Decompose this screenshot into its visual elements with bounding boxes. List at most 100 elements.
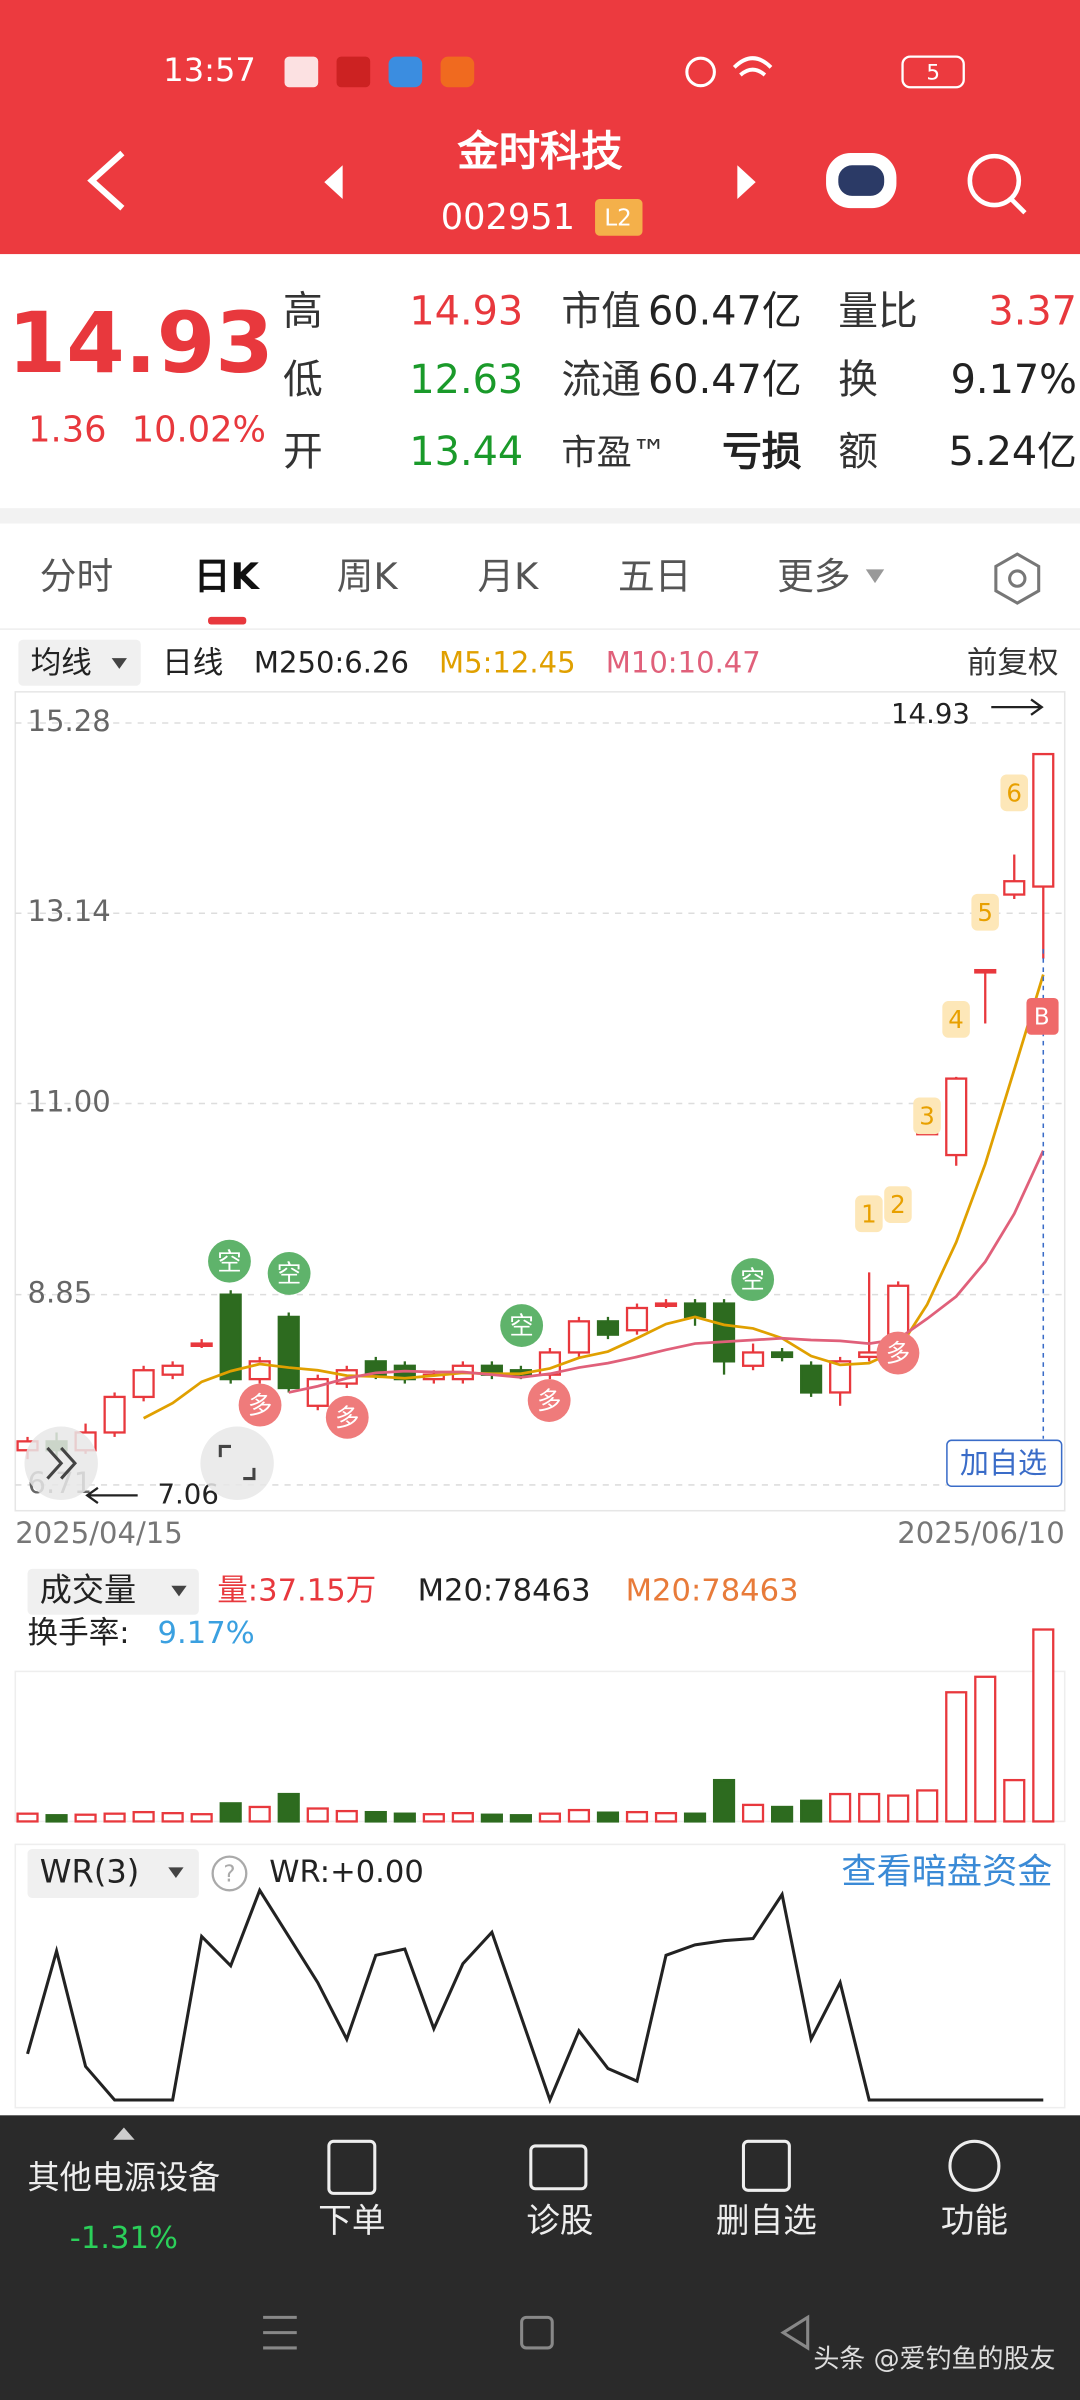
back-button[interactable] — [87, 150, 125, 211]
vol-menu[interactable]: 成交量 — [40, 1571, 136, 1609]
signal: 多 — [537, 1386, 561, 1415]
settings-icon[interactable] — [994, 552, 1041, 605]
settings-dot — [1008, 569, 1027, 588]
footer-button[interactable]: 删自选 — [716, 2201, 817, 2240]
func-icon — [948, 2139, 1001, 2192]
volume-bar — [393, 1812, 416, 1823]
help[interactable]: ? — [223, 1861, 235, 1887]
next-stock[interactable] — [737, 165, 756, 199]
add-watch-bg[interactable] — [946, 1439, 1063, 1487]
tabs: 分时 日K 周K 月K 五日 更多 — [40, 555, 851, 598]
signal-bg — [208, 1239, 251, 1283]
step-bg — [855, 1195, 883, 1233]
stats: 高 14.93 低 12.63 开 13.44 市值 60.47亿 流通 60.… — [283, 288, 1077, 475]
help-icon[interactable] — [211, 1855, 248, 1892]
signal: 多 — [248, 1391, 272, 1420]
wr-line — [26, 1886, 1044, 2105]
volume-bar — [974, 1675, 997, 1823]
volume-bar — [654, 1812, 678, 1823]
signal-bg — [500, 1304, 544, 1347]
tab[interactable]: 月K — [477, 555, 539, 598]
wr-value: WR:+0.00 — [269, 1855, 424, 1890]
volume-bar — [741, 1803, 765, 1823]
add-watch[interactable]: 加自选 — [960, 1446, 1047, 1480]
x-tick-label: 2025/06/10 — [897, 1516, 1064, 1550]
turnover: 9.17% — [158, 1616, 255, 1651]
stat-value: 9.17% — [951, 357, 1077, 403]
change-pct: 10.02% — [132, 410, 266, 451]
menu-arrow — [168, 1867, 184, 1879]
stat-label: 流通 — [561, 357, 641, 403]
nav-menu[interactable] — [263, 2315, 297, 2350]
y-tick-label: 15.28 — [28, 704, 111, 738]
vol-m20: M20:78463 — [418, 1573, 591, 1608]
step: 6 — [1006, 778, 1022, 807]
footer-button[interactable]: 功能 — [941, 2201, 1008, 2240]
wifi-icon — [732, 56, 773, 77]
prev-stock[interactable] — [324, 165, 343, 199]
turnover-label: 换手率: — [28, 1616, 130, 1651]
vol-menu-bg[interactable] — [27, 1568, 199, 1615]
tab[interactable]: 分时 — [40, 555, 113, 598]
candle-body — [858, 1351, 881, 1359]
search-handle — [1009, 197, 1027, 215]
step: 1 — [861, 1199, 877, 1228]
candle-body — [654, 1302, 678, 1307]
tab[interactable]: 五日 — [618, 555, 691, 598]
nav-home[interactable] — [520, 2315, 554, 2350]
stat-value: 亏损 — [722, 429, 802, 475]
volume-bar — [480, 1813, 503, 1823]
candle-body — [683, 1302, 707, 1319]
dark-pool-link[interactable]: 查看暗盘资金 — [841, 1851, 1052, 1892]
signals: 空 空 空 空 多 多 多 多 — [208, 1239, 920, 1439]
volume-bar — [712, 1778, 736, 1823]
candle-body — [219, 1293, 242, 1381]
wr-menu-bg[interactable] — [27, 1848, 199, 1898]
volume-bar — [829, 1792, 852, 1823]
price-frame — [14, 691, 1066, 1512]
high-arrow — [991, 698, 1044, 716]
stock-code: 002951 — [441, 197, 575, 238]
tab[interactable]: 周K — [337, 555, 399, 598]
y-tick-label: 8.85 — [28, 1276, 93, 1310]
wr-menu[interactable]: WR(3) — [40, 1852, 140, 1890]
ma-menu[interactable]: 均线 — [31, 646, 92, 681]
volume-bar — [422, 1813, 445, 1823]
search-icon[interactable] — [967, 153, 1022, 208]
volume-bar — [509, 1814, 532, 1823]
candle-body — [771, 1351, 794, 1359]
nav-back[interactable] — [780, 2314, 810, 2351]
signal: 空 — [509, 1311, 533, 1340]
plots: 15.2813.1411.008.856.712025/04/152025/06… — [15, 704, 1065, 2105]
stat-label: 高 — [283, 288, 323, 334]
footer-buttons: 下单 诊股 删自选 功能 — [318, 2201, 1008, 2240]
ma-menu-bg[interactable] — [18, 639, 141, 686]
adjust[interactable]: 前复权 — [967, 646, 1059, 681]
watermark: 头条 @爱钓鱼的股友 — [813, 2345, 1055, 2375]
order-icon — [327, 2139, 377, 2195]
stat-label: 低 — [283, 357, 323, 403]
volume-bar — [16, 1812, 39, 1823]
volume-bar — [248, 1805, 271, 1823]
expand-icon — [46, 1446, 78, 1480]
tab-underline — [208, 616, 247, 625]
fullscreen-button[interactable] — [200, 1426, 274, 1500]
volume-bar — [451, 1812, 474, 1823]
tab[interactable]: 更多 — [777, 555, 850, 598]
candle-body — [741, 1351, 765, 1367]
signal-bg — [238, 1383, 282, 1427]
low-arrow — [85, 1486, 138, 1504]
sector[interactable]: 其他电源设备 — [28, 2159, 221, 2197]
volume-bar — [887, 1794, 910, 1823]
tab-active[interactable]: 日K — [194, 555, 261, 598]
signal-bg — [325, 1395, 369, 1439]
footer-button[interactable]: 下单 — [318, 2201, 385, 2240]
volume-bar — [1032, 1628, 1055, 1823]
badge: L2 — [604, 205, 631, 231]
volume-bar — [538, 1812, 562, 1823]
footer-bg — [0, 2115, 1080, 2400]
footer-button[interactable]: 诊股 — [526, 2201, 593, 2240]
volume-bar — [364, 1810, 387, 1823]
volume-bar — [306, 1807, 329, 1823]
